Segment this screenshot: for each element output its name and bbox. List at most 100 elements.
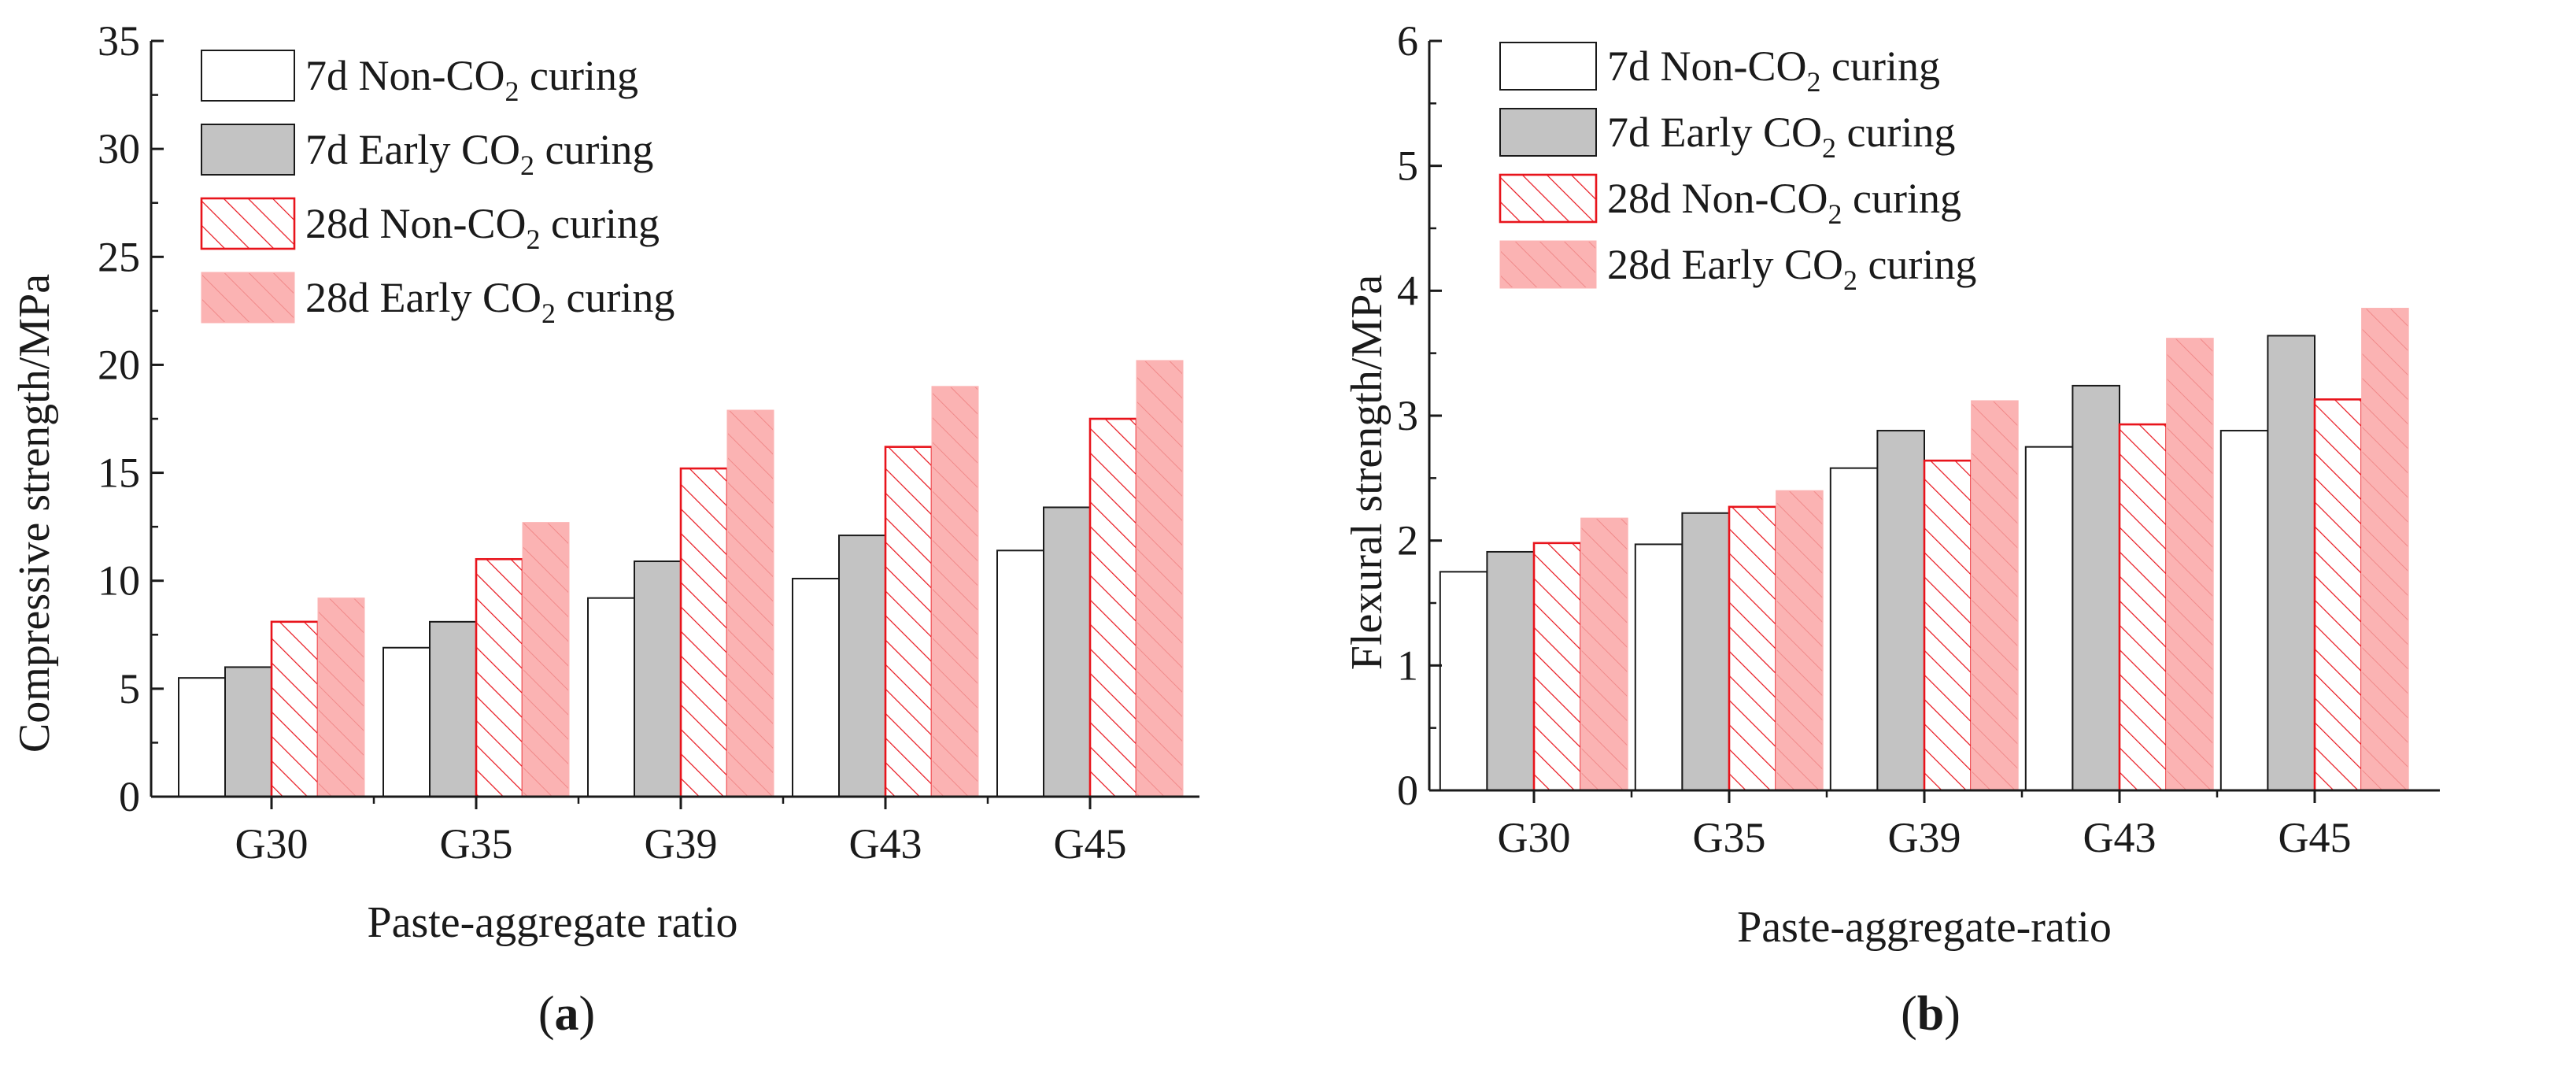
bar-28d-non-co2-g30-hatch	[1535, 543, 1580, 790]
x-tick-label: G39	[645, 820, 718, 868]
panel-label-letter: a	[555, 987, 579, 1041]
x-tick-label: G43	[849, 820, 922, 868]
x-tick-label: G43	[2083, 814, 2157, 861]
legend-label-prefix: 28d Non-CO	[305, 200, 527, 247]
bar-28d-early-co2-g30-hatch	[1581, 519, 1628, 790]
legend-swatch-hatch-28d-early-co2	[1501, 242, 1595, 287]
y-tick-label: 20	[98, 341, 140, 388]
legend-label-prefix: 28d Non-CO	[1607, 175, 1828, 222]
legend-label-suffix: curing	[1836, 109, 1955, 156]
bar-7d-early-co2-g35	[1681, 512, 1730, 791]
legend-swatch-7d-non-co2	[1499, 42, 1597, 91]
y-tick-label: 6	[1397, 17, 1418, 65]
y-axis-label: Flexural strength/MPa	[1343, 275, 1391, 671]
legend-label-prefix: 7d Early CO	[1607, 109, 1822, 156]
legend-label-7d-early-co2: 7d Early CO2 curing	[305, 126, 653, 181]
bar-7d-early-co2-g39	[634, 560, 682, 797]
y-tick-label: 15	[98, 450, 140, 497]
panel-label-letter: b	[1917, 987, 1944, 1041]
bar-28d-early-co2-g30-hatch	[319, 598, 364, 796]
y-tick-label: 0	[1397, 767, 1418, 814]
legend-swatch-7d-non-co2	[201, 50, 295, 102]
legend-label-28d-early-co2: 28d Early CO2 curing	[1607, 241, 1976, 296]
x-axis-label: Paste-aggregate-ratio	[1737, 903, 2112, 952]
panel-label-close: )	[579, 987, 596, 1041]
x-tick-label: G45	[2278, 814, 2352, 861]
legend-label-subscript: 2	[527, 224, 541, 255]
x-tick-label: G30	[1498, 814, 1571, 861]
y-tick-labels: 0 5 10 15 20 25 30 35	[98, 17, 140, 820]
y-tick-label: 30	[98, 125, 140, 172]
bar-7d-early-co2-g43	[838, 535, 886, 797]
bar-28d-early-co2-g45-hatch	[1137, 361, 1182, 796]
legend-label-suffix: curing	[1821, 43, 1940, 90]
x-tick-label: G30	[235, 820, 309, 868]
legend-label-subscript: 2	[541, 298, 556, 329]
legend-label-suffix: curing	[534, 126, 653, 173]
y-tick-label: 2	[1397, 517, 1418, 564]
x-axis-label: Paste-aggregate ratio	[367, 898, 737, 947]
legend-label-prefix: 7d Early CO	[305, 126, 520, 173]
legend-label-suffix: curing	[1842, 175, 1961, 222]
legend-swatch-7d-early-co2	[1499, 108, 1597, 157]
y-axis-label: Compressive strength/MPa	[10, 274, 59, 753]
panel-label-open: (	[538, 987, 555, 1041]
bar-28d-early-co2-g35-hatch	[1776, 491, 1823, 790]
panel-label: (a)	[538, 987, 595, 1041]
legend-label-28d-non-co2: 28d Non-CO2 curing	[1607, 175, 1961, 230]
x-tick-label: G35	[440, 820, 513, 868]
x-tick-label: G39	[1888, 814, 1961, 861]
legend-label-subscript: 2	[1828, 198, 1842, 230]
y-tick-label: 10	[98, 557, 140, 605]
bar-7d-non-co2-g39	[587, 597, 635, 798]
x-tick-labels: G30 G35 G39 G43 G45	[1498, 814, 2352, 861]
legend-swatch-hatch-28d-non-co2	[1501, 176, 1595, 221]
bar-28d-non-co2-g39-hatch	[1925, 461, 1971, 790]
y-tick-label: 5	[1397, 142, 1418, 190]
bar-7d-non-co2-g45	[996, 549, 1044, 797]
y-tick-label: 35	[98, 17, 140, 65]
bar-7d-early-co2-g45	[2267, 335, 2315, 792]
bar-28d-non-co2-g39-hatch	[682, 469, 726, 796]
bar-28d-non-co2-g45-hatch	[1091, 420, 1136, 796]
bar-28d-early-co2-g39-hatch	[1972, 401, 2018, 790]
legend-label-suffix: curing	[541, 200, 660, 247]
x-tick-label: G35	[1693, 814, 1766, 861]
bar-7d-non-co2-g30	[1439, 571, 1488, 791]
legend-label-suffix: curing	[556, 274, 674, 321]
bar-28d-non-co2-g30-hatch	[272, 622, 317, 796]
y-tick-labels: 0 1 2 3 4 5 6	[1397, 17, 1418, 814]
y-tick-label: 5	[119, 665, 140, 712]
bars-group	[1439, 308, 2409, 792]
legend-label-prefix: 28d Early CO	[305, 274, 541, 321]
bar-28d-early-co2-g39-hatch	[728, 411, 773, 796]
y-tick-label: 1	[1397, 642, 1418, 689]
legend-label-subscript: 2	[1843, 265, 1857, 296]
bars-group	[178, 360, 1184, 798]
bar-28d-non-co2-g45-hatch	[2315, 400, 2361, 790]
bar-7d-early-co2-g35	[429, 620, 477, 797]
bar-28d-non-co2-g35-hatch	[1730, 507, 1776, 790]
bar-7d-early-co2-g39	[1876, 430, 1925, 791]
bar-28d-early-co2-g43-hatch	[2167, 339, 2213, 790]
bar-28d-early-co2-g43-hatch	[933, 387, 978, 796]
panel-label-open: (	[1901, 987, 1917, 1041]
legend-label-suffix: curing	[519, 52, 638, 99]
y-tick-label: 3	[1397, 392, 1418, 439]
legend-label-prefix: 28d Early CO	[1607, 241, 1843, 288]
compressive-strength-chart: 0 5 10 15 20 25 30 35 G30 G35 G39 G43 G45 7d Non-CO…	[10, 17, 1199, 1041]
y-tick-label: 0	[119, 773, 140, 820]
bar-28d-early-co2-g45-hatch	[2362, 309, 2408, 790]
axes	[1428, 39, 2440, 803]
x-tick-labels: G30 G35 G39 G43 G45	[235, 820, 1127, 868]
legend-label-subscript: 2	[1822, 132, 1836, 164]
legend-label-suffix: curing	[1857, 241, 1976, 288]
bar-28d-non-co2-g43-hatch	[2120, 425, 2166, 790]
bar-28d-non-co2-g35-hatch	[477, 560, 522, 796]
bar-28d-non-co2-g43-hatch	[886, 447, 931, 796]
legend-label-28d-non-co2: 28d Non-CO2 curing	[305, 200, 660, 255]
bar-7d-early-co2-g30	[224, 666, 272, 798]
bar-7d-early-co2-g45	[1043, 506, 1091, 797]
